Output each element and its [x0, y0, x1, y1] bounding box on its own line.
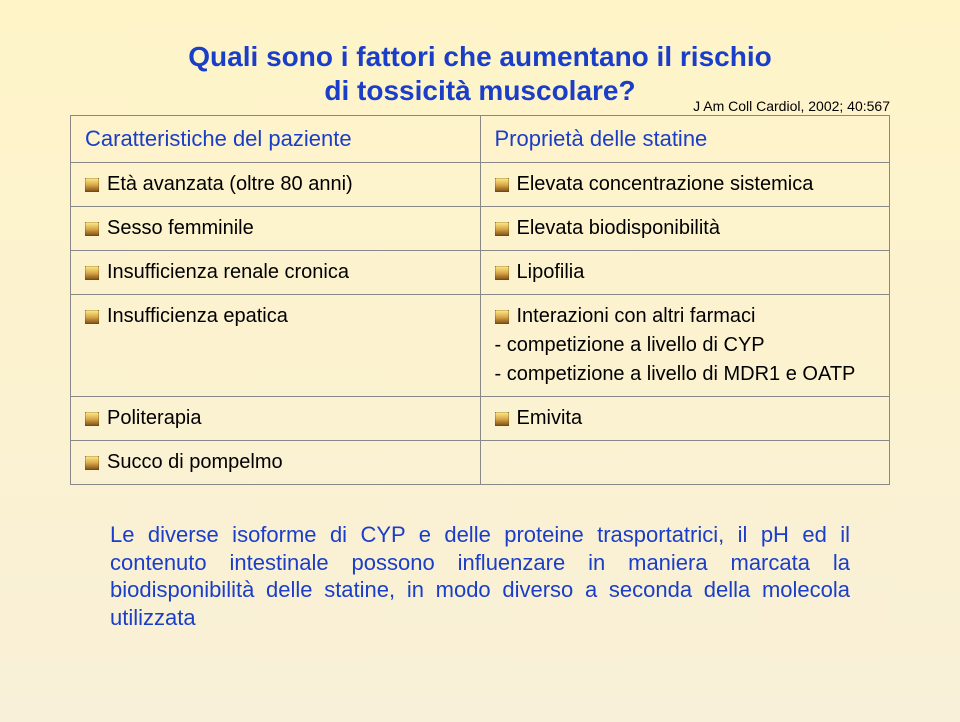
table-row: Sesso femminile Elevata biodisponibilità — [71, 207, 890, 251]
cell-right-subline: - competizione a livello di MDR1 e OATP — [495, 363, 876, 386]
cell-left-text: Età avanzata (oltre 80 anni) — [107, 173, 353, 196]
cell-left-text: Succo di pompelmo — [107, 451, 283, 474]
cell-left: Insufficienza epatica — [71, 295, 481, 397]
bullet-icon — [495, 178, 509, 192]
header-left: Caratteristiche del paziente — [85, 126, 352, 151]
bullet-icon — [85, 412, 99, 426]
bullet-icon — [85, 222, 99, 236]
bullet-icon — [495, 266, 509, 280]
bullet-icon — [85, 178, 99, 192]
cell-right-text: Interazioni con altri farmaci — [517, 305, 756, 328]
title-block: Quali sono i fattori che aumentano il ri… — [70, 40, 890, 107]
summary-text: Le diverse isoforme di CYP e delle prote… — [110, 521, 850, 631]
cell-right: Elevata concentrazione sistemica — [480, 163, 890, 207]
cell-right-text: Lipofilia — [517, 261, 585, 284]
cell-left-text: Politerapia — [107, 407, 202, 430]
bullet-icon — [85, 310, 99, 324]
cell-right-text: Elevata biodisponibilità — [517, 217, 720, 240]
table-row: Politerapia Emivita — [71, 397, 890, 441]
header-right: Proprietà delle statine — [495, 126, 708, 151]
table-row: Insufficienza epatica Interazioni con al… — [71, 295, 890, 397]
cell-left: Sesso femminile — [71, 207, 481, 251]
cell-right-text: Elevata concentrazione sistemica — [517, 173, 814, 196]
bullet-icon — [85, 266, 99, 280]
factors-table: Caratteristiche del paziente Proprietà d… — [70, 115, 890, 485]
cell-right — [480, 441, 890, 485]
bullet-icon — [495, 310, 509, 324]
cell-right-subline: - competizione a livello di CYP — [495, 334, 876, 357]
cell-right-text: Emivita — [517, 407, 583, 430]
table-header-row: Caratteristiche del paziente Proprietà d… — [71, 116, 890, 163]
cell-left: Succo di pompelmo — [71, 441, 481, 485]
slide-content: Quali sono i fattori che aumentano il ri… — [0, 0, 960, 661]
cell-left: Politerapia — [71, 397, 481, 441]
bullet-icon — [495, 222, 509, 236]
cell-left-text: Insufficienza epatica — [107, 305, 288, 328]
cell-left: Insufficienza renale cronica — [71, 251, 481, 295]
cell-left: Età avanzata (oltre 80 anni) — [71, 163, 481, 207]
cell-left-text: Sesso femminile — [107, 217, 254, 240]
table-row: Età avanzata (oltre 80 anni) Elevata con… — [71, 163, 890, 207]
title-line-1: Quali sono i fattori che aumentano il ri… — [70, 40, 890, 74]
table-row: Insufficienza renale cronica Lipofilia — [71, 251, 890, 295]
citation-text: J Am Coll Cardiol, 2002; 40:567 — [693, 98, 890, 114]
cell-right: Lipofilia — [480, 251, 890, 295]
cell-right: Elevata biodisponibilità — [480, 207, 890, 251]
bullet-icon — [495, 412, 509, 426]
cell-left-text: Insufficienza renale cronica — [107, 261, 349, 284]
bullet-icon — [85, 456, 99, 470]
cell-right: Interazioni con altri farmaci - competizi… — [480, 295, 890, 397]
table-body: Età avanzata (oltre 80 anni) Elevata con… — [71, 163, 890, 485]
cell-right: Emivita — [480, 397, 890, 441]
table-row: Succo di pompelmo — [71, 441, 890, 485]
